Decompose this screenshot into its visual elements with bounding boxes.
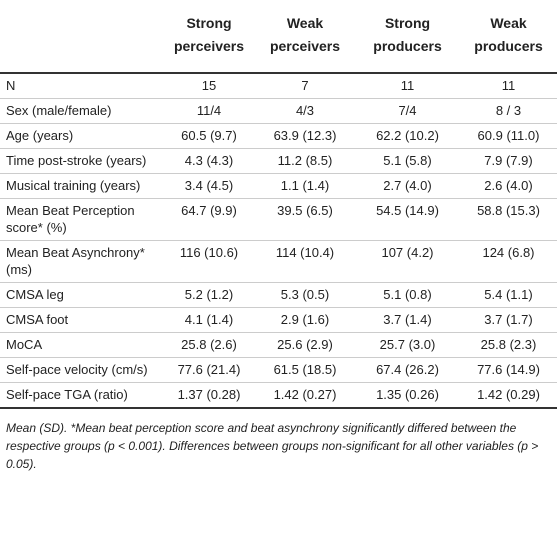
row-label: Self-pace velocity (cm/s) [0,357,163,383]
cell: 11 [355,73,460,99]
row-label: Time post-stroke (years) [0,148,163,174]
cell: 11/4 [163,98,255,124]
cell: 58.8 (15.3) [460,198,557,241]
cell: 15 [163,73,255,99]
row-label: Mean Beat Perception score* (%) [0,198,163,241]
cell: 54.5 (14.9) [355,198,460,241]
row-label: MoCA [0,332,163,358]
table-row: MoCA 25.8 (2.6) 25.6 (2.9) 25.7 (3.0) 25.8 (… [0,332,557,358]
cell: 124 (6.8) [460,240,557,283]
cell: 25.8 (2.6) [163,332,255,358]
cell: 62.2 (10.2) [355,123,460,149]
table-row: Mean Beat Asynchrony* (ms) 116 (10.6) 114 … [0,240,557,283]
cell: 2.6 (4.0) [460,173,557,199]
cell: 3.7 (1.4) [355,307,460,333]
cell: 63.9 (12.3) [255,123,355,149]
cell: 2.7 (4.0) [355,173,460,199]
cell: 67.4 (26.2) [355,357,460,383]
column-header: Weak producers [460,0,557,74]
cell: 7/4 [355,98,460,124]
cell: 107 (4.2) [355,240,460,283]
cell: 1.42 (0.27) [255,382,355,409]
cell: 5.1 (5.8) [355,148,460,174]
cell: 114 (10.4) [255,240,355,283]
cell: 11.2 (8.5) [255,148,355,174]
row-label: Musical training (years) [0,173,163,199]
row-label: Mean Beat Asynchrony* (ms) [0,240,163,283]
cell: 77.6 (14.9) [460,357,557,383]
cell: 5.3 (0.5) [255,282,355,308]
cell: 1.42 (0.29) [460,382,557,409]
cell: 25.8 (2.3) [460,332,557,358]
table-body: N 15 7 11 11 Sex (male/female) 11/4 4/3 7/4 8 / 3… [0,73,557,409]
cell: 4/3 [255,98,355,124]
cell: 5.4 (1.1) [460,282,557,308]
cell: 61.5 (18.5) [255,357,355,383]
cell: 5.2 (1.2) [163,282,255,308]
cell: 77.6 (21.4) [163,357,255,383]
table-row: Age (years) 60.5 (9.7) 63.9 (12.3) 62.2 (10… [0,123,557,149]
cell: 11 [460,73,557,99]
table-row: CMSA leg 5.2 (1.2) 5.3 (0.5) 5.1 (0.8) 5.4 (… [0,282,557,308]
cell: 2.9 (1.6) [255,307,355,333]
row-label: CMSA foot [0,307,163,333]
row-label: CMSA leg [0,282,163,308]
table-row: Self-pace TGA (ratio) 1.37 (0.28) 1.42 (0.… [0,382,557,409]
cell: 64.7 (9.9) [163,198,255,241]
row-label: Sex (male/female) [0,98,163,124]
row-label: Age (years) [0,123,163,149]
cell: 25.7 (3.0) [355,332,460,358]
cell: 3.7 (1.7) [460,307,557,333]
row-label: N [0,73,163,99]
table-row: Musical training (years) 3.4 (4.5) 1.1 (1.… [0,173,557,199]
table-row: Mean Beat Perception score* (%) 64.7 (9.9… [0,198,557,241]
cell: 8 / 3 [460,98,557,124]
cell: 116 (10.6) [163,240,255,283]
cell: 60.5 (9.7) [163,123,255,149]
cell: 60.9 (11.0) [460,123,557,149]
header-row: Strong perceivers Weak perceivers Strong p… [0,0,557,74]
cell: 39.5 (6.5) [255,198,355,241]
table-row: CMSA foot 4.1 (1.4) 2.9 (1.6) 3.7 (1.4) 3.7 … [0,307,557,333]
cell: 1.1 (1.4) [255,173,355,199]
cell: 25.6 (2.9) [255,332,355,358]
cell: 4.1 (1.4) [163,307,255,333]
table-row: Self-pace velocity (cm/s) 77.6 (21.4) 61.5… [0,357,557,383]
cell: 4.3 (4.3) [163,148,255,174]
cell: 1.37 (0.28) [163,382,255,409]
footnote: Mean (SD). *Mean beat perception score a… [6,421,539,471]
column-header: Strong perceivers [163,0,255,74]
column-header: Strong producers [355,0,460,74]
header-cell [0,0,163,74]
cell: 7.9 (7.9) [460,148,557,174]
column-header: Weak perceivers [255,0,355,74]
table-row: N 15 7 11 11 [0,73,557,99]
data-table: Strong perceivers Weak perceivers Strong p… [0,0,557,409]
cell: 3.4 (4.5) [163,173,255,199]
cell: 5.1 (0.8) [355,282,460,308]
cell: 1.35 (0.26) [355,382,460,409]
row-label: Self-pace TGA (ratio) [0,382,163,409]
table-row: Time post-stroke (years) 4.3 (4.3) 11.2 (8… [0,148,557,174]
cell: 7 [255,73,355,99]
table-row: Sex (male/female) 11/4 4/3 7/4 8 / 3 [0,98,557,124]
